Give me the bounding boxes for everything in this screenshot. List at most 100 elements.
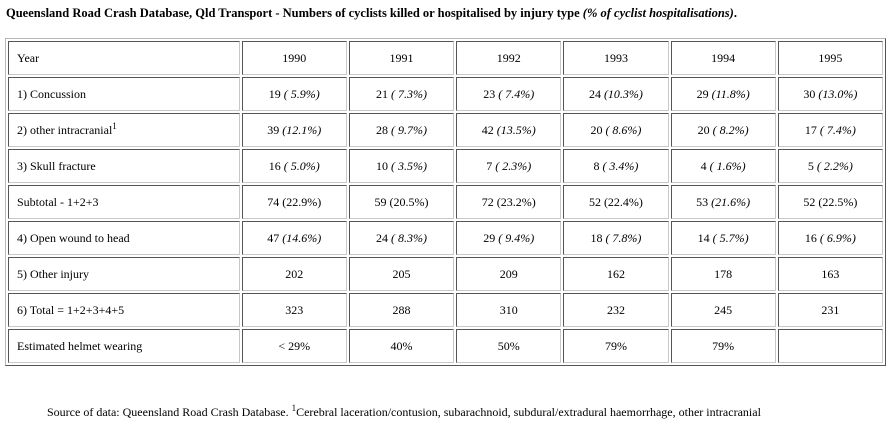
- cell-count: 74 (22.9%): [267, 194, 322, 209]
- value-cell: 52 (22.5%): [777, 185, 883, 219]
- value-cell: 79%: [670, 329, 776, 363]
- cell-count: 79%: [604, 338, 627, 353]
- value-cell: 23 ( 7.4%): [456, 77, 562, 111]
- value-cell: 42 (13.5%): [456, 113, 562, 147]
- cell-percent: ( 5.9%): [283, 86, 320, 101]
- value-cell: 21 ( 7.3%): [348, 77, 455, 111]
- cell-count: 52 (22.5%): [803, 194, 858, 209]
- cell-count: 205: [392, 266, 411, 281]
- value-cell: 30 (13.0%): [777, 77, 883, 111]
- value-cell: 162: [563, 257, 669, 291]
- cell-count: 202: [285, 266, 304, 281]
- cell-count: 59 (20.5%): [374, 194, 429, 209]
- value-cell: 79%: [563, 329, 669, 363]
- row-label: 4) Open wound to head: [17, 230, 130, 245]
- value-cell: 8 ( 3.4%): [563, 149, 669, 183]
- cell-count: 16: [804, 230, 817, 245]
- value-cell: 209: [456, 257, 562, 291]
- table-row: 6) Total = 1+2+3+4+5 323 288 310 232 245 231: [8, 293, 883, 327]
- row-label-cell: Estimated helmet wearing: [8, 329, 240, 363]
- cell-count: 21: [376, 86, 388, 101]
- injury-table: Year 1990 1991 1992 1993 1994 1995 1) Co…: [5, 38, 886, 366]
- cell-count: 24: [376, 230, 388, 245]
- row-label-cell: 2) other intracranial1: [8, 113, 240, 147]
- row-label: 6) Total = 1+2+3+4+5: [17, 302, 125, 317]
- cell-percent: ( 6.9%): [819, 230, 856, 245]
- cell-count: 4: [700, 158, 707, 173]
- table-row: 4) Open wound to head 47 (14.6%) 24 ( 8.3%…: [8, 221, 883, 255]
- cell-count: 53: [696, 194, 709, 209]
- value-cell: 20 ( 8.6%): [563, 113, 669, 147]
- cell-count: 231: [821, 302, 840, 317]
- value-cell: 16 ( 5.0%): [241, 149, 347, 183]
- row-label-cell: 4) Open wound to head: [8, 221, 240, 255]
- value-cell: 163: [777, 257, 883, 291]
- cell-percent: (21.6%): [711, 194, 751, 209]
- cell-percent: ( 2.3%): [495, 158, 532, 173]
- cell-count: 52 (22.4%): [588, 194, 643, 209]
- year-cell: 1991: [348, 41, 455, 75]
- source-footnote: Source of data: Queensland Road Crash Da…: [47, 404, 761, 420]
- cell-count: 8: [593, 158, 600, 173]
- cell-percent: (11.8%): [711, 86, 750, 101]
- value-cell: 205: [348, 257, 455, 291]
- year-cell: 1992: [456, 41, 562, 75]
- table-row: 1) Concussion 19 ( 5.9%) 21 ( 7.3%) 23 ( 7.…: [8, 77, 883, 111]
- cell-percent: (12.1%): [282, 122, 322, 137]
- cell-percent: ( 8.6%): [605, 122, 642, 137]
- value-cell: 47 (14.6%): [241, 221, 347, 255]
- cell-count: 19: [268, 86, 281, 101]
- value-cell: 29 ( 9.4%): [456, 221, 562, 255]
- value-cell: 245: [670, 293, 776, 327]
- cell-count: 323: [285, 302, 304, 317]
- cell-count: < 29%: [278, 338, 311, 353]
- cell-percent: (13.5%): [496, 122, 536, 137]
- cell-count: 29: [483, 230, 496, 245]
- row-label: Subtotal - 1+2+3: [17, 194, 99, 209]
- cell-count: 20: [697, 122, 710, 137]
- cell-count: 39: [267, 122, 280, 137]
- cell-count: 47: [267, 230, 280, 245]
- row-label-cell: 6) Total = 1+2+3+4+5: [8, 293, 240, 327]
- cell-count: 24: [588, 86, 601, 101]
- row-label: 2) other intracranial: [17, 122, 113, 137]
- cell-count: 232: [606, 302, 625, 317]
- cell-count: 7: [486, 158, 493, 173]
- year-cell: 1990: [241, 41, 347, 75]
- cell-percent: (13.0%): [818, 86, 858, 101]
- cell-percent: (10.3%): [603, 86, 643, 101]
- cell-count: 310: [499, 302, 518, 317]
- row-label: 3) Skull fracture: [17, 158, 96, 173]
- value-cell: 74 (22.9%): [241, 185, 347, 219]
- table-row: 3) Skull fracture 16 ( 5.0%) 10 ( 3.5%) 7 (…: [8, 149, 883, 183]
- cell-percent: ( 3.4%): [602, 158, 639, 173]
- cell-count: 23: [483, 86, 496, 101]
- value-cell: 288: [348, 293, 455, 327]
- row-label: 1) Concussion: [17, 86, 86, 101]
- cell-count: 72 (23.2%): [481, 194, 536, 209]
- cell-count: 40%: [390, 338, 413, 353]
- cell-count: 10: [376, 158, 388, 173]
- cell-percent: ( 5.0%): [283, 158, 320, 173]
- value-cell: 24 (10.3%): [563, 77, 669, 111]
- row-label: 5) Other injury: [17, 266, 89, 281]
- cell-count: 163: [821, 266, 840, 281]
- value-cell: 4 ( 1.6%): [670, 149, 776, 183]
- table-row: Estimated helmet wearing < 29% 40% 50% 79% 79…: [8, 329, 883, 363]
- cell-percent: ( 2.2%): [816, 158, 853, 173]
- cell-percent: (14.6%): [282, 230, 322, 245]
- cell-percent: ( 8.3%): [391, 230, 427, 245]
- value-cell: 28 ( 9.7%): [348, 113, 455, 147]
- cell-count: 245: [714, 302, 733, 317]
- value-cell: 14 ( 5.7%): [670, 221, 776, 255]
- cell-count: 79%: [712, 338, 735, 353]
- value-cell: 10 ( 3.5%): [348, 149, 455, 183]
- cell-count: 288: [392, 302, 411, 317]
- value-cell: 39 (12.1%): [241, 113, 347, 147]
- cell-percent: ( 1.6%): [709, 158, 746, 173]
- cell-count: 17: [804, 122, 817, 137]
- value-cell: 53 (21.6%): [670, 185, 776, 219]
- value-cell: 7 ( 2.3%): [456, 149, 562, 183]
- cell-percent: ( 9.7%): [391, 122, 427, 137]
- cell-percent: ( 3.5%): [391, 158, 427, 173]
